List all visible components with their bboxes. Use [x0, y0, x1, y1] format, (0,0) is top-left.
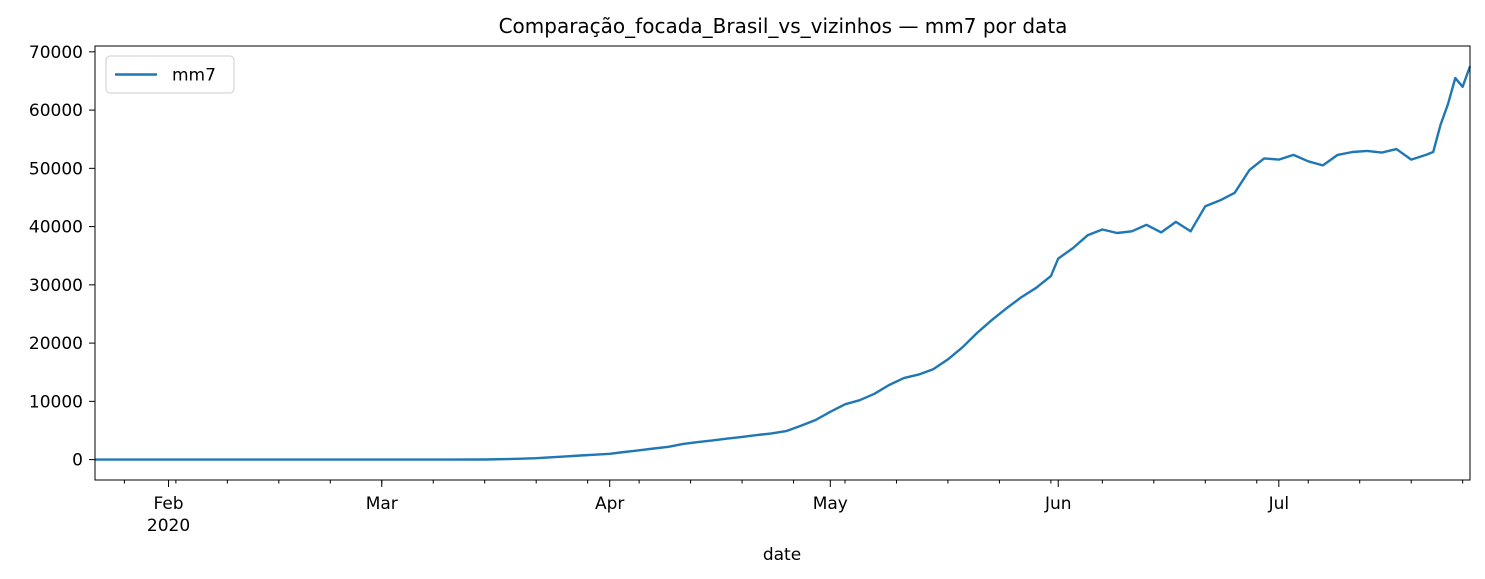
- y-axis: 0 10000 20000 30000 40000 50000 60000 70000: [29, 43, 95, 471]
- y-tick-label: 50000: [29, 159, 83, 179]
- y-tick-label: 30000: [29, 276, 83, 296]
- y-tick-label: 60000: [29, 101, 83, 121]
- legend-box: [105, 55, 235, 94]
- chart-title: Comparação_focada_Brasil_vs_vizinhos — m…: [499, 14, 1068, 38]
- plot-frame: [94, 45, 1471, 481]
- y-tick-label: 70000: [29, 43, 83, 63]
- y-tick-label: 40000: [29, 218, 83, 238]
- x-tick-label: Feb: [153, 494, 183, 514]
- y-tick-label: 0: [72, 451, 83, 471]
- y-tick-label: 10000: [29, 392, 83, 412]
- legend: mm7: [105, 55, 235, 94]
- x-axis-label: date: [763, 545, 801, 565]
- x-tick-label: May: [813, 494, 848, 514]
- legend-label-mm7: mm7: [172, 66, 216, 86]
- x-tick-label: Mar: [366, 494, 398, 514]
- x-tick-sublabel: 2020: [147, 516, 190, 536]
- series-line-mm7: [95, 65, 1472, 461]
- x-tick-label: Jun: [1044, 494, 1072, 514]
- x-tick-label: Jul: [1268, 494, 1290, 514]
- x-tick-label: Apr: [595, 494, 624, 514]
- y-tick-label: 20000: [29, 334, 83, 354]
